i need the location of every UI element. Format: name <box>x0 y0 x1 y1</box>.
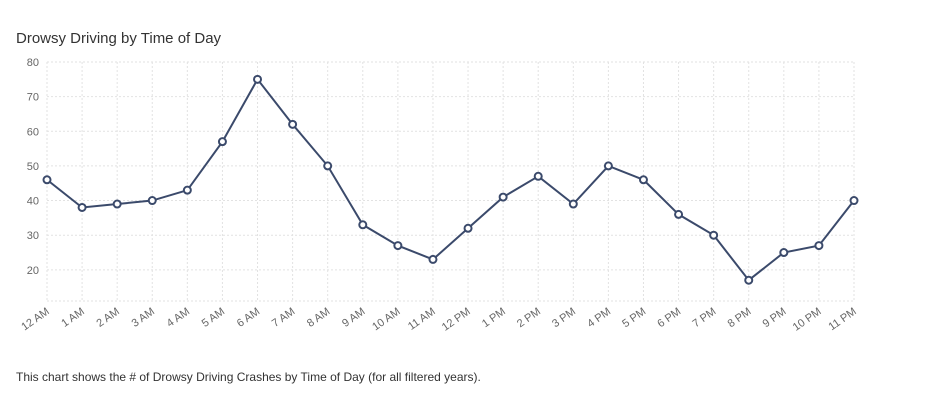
data-point <box>638 175 648 185</box>
data-point <box>568 199 578 209</box>
y-tick-label: 50 <box>27 161 39 173</box>
data-point <box>253 74 263 84</box>
x-tick-label: 12 AM <box>19 306 51 334</box>
data-point <box>674 209 684 219</box>
data-point <box>498 192 508 202</box>
x-tick-label: 7 PM <box>690 306 718 331</box>
y-tick-label: 70 <box>27 92 39 104</box>
series-line <box>46 77 855 282</box>
x-tick-label: 1 AM <box>59 306 86 330</box>
data-point <box>182 185 192 195</box>
data-point <box>779 248 789 258</box>
data-point <box>147 196 157 206</box>
data-point <box>288 119 298 129</box>
x-tick-label: 5 AM <box>200 306 227 330</box>
data-point <box>358 220 368 230</box>
x-tick-label: 3 AM <box>130 306 157 330</box>
x-tick-label: 1 PM <box>480 306 508 331</box>
x-tick-label: 7 AM <box>270 306 297 330</box>
data-point <box>709 230 719 240</box>
x-tick-label: 5 PM <box>620 306 648 331</box>
data-point <box>814 241 824 251</box>
data-point <box>744 275 754 285</box>
data-point <box>849 196 859 206</box>
y-tick-label: 60 <box>27 126 39 138</box>
x-tick-label: 12 PM <box>440 306 473 334</box>
x-tick-label: 4 AM <box>165 306 192 330</box>
data-point <box>533 171 543 181</box>
chart-title: Drowsy Driving by Time of Day <box>16 30 222 47</box>
x-tick-label: 11 PM <box>826 306 858 334</box>
data-point <box>77 202 87 212</box>
y-tick-label: 80 <box>27 57 39 69</box>
y-tick-label: 40 <box>27 196 39 208</box>
data-point <box>428 254 438 264</box>
data-point <box>42 175 52 185</box>
x-tick-label: 6 PM <box>655 306 683 331</box>
x-tick-label: 4 PM <box>585 306 613 331</box>
x-tick-label: 10 PM <box>791 306 824 334</box>
x-tick-label: 9 PM <box>761 306 789 331</box>
data-point <box>393 241 403 251</box>
data-point <box>463 223 473 233</box>
x-tick-label: 2 AM <box>94 306 121 330</box>
y-tick-label: 30 <box>27 230 39 242</box>
data-point <box>603 161 613 171</box>
x-tick-label: 3 PM <box>550 306 578 331</box>
x-tick-label: 9 AM <box>340 306 367 330</box>
x-tick-label: 8 PM <box>726 306 754 331</box>
chart-caption: This chart shows the # of Drowsy Driving… <box>16 370 481 384</box>
x-tick-label: 11 AM <box>406 306 438 333</box>
y-tick-label: 20 <box>27 265 39 277</box>
data-point <box>112 199 122 209</box>
x-tick-label: 6 AM <box>235 306 262 330</box>
data-point <box>323 161 333 171</box>
x-tick-label: 10 AM <box>370 306 402 334</box>
x-tick-label: 8 AM <box>305 306 332 330</box>
x-tick-label: 2 PM <box>515 306 543 331</box>
data-point <box>217 137 227 147</box>
